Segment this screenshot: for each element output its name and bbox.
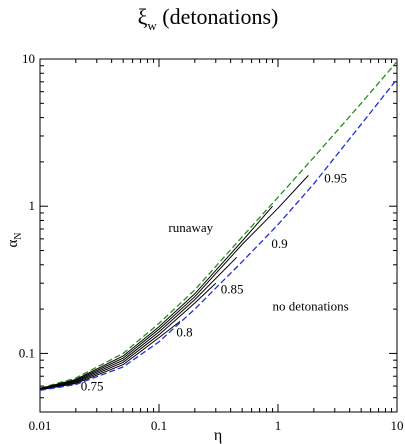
series-line-4 (39, 256, 238, 390)
y-axis-label-main: α (5, 240, 21, 248)
series-line-7 (39, 78, 398, 391)
annotation-4: 0.8 (176, 325, 192, 340)
series-line-3 (39, 175, 309, 390)
x-tick-label: 0.1 (151, 418, 167, 433)
annotation-1: 0.95 (324, 170, 347, 185)
y-axis-label-sub: N (13, 232, 24, 239)
series-line-2 (39, 205, 273, 389)
y-tick-label: 1 (29, 198, 36, 213)
y-tick-label: 0.1 (19, 345, 35, 360)
y-tick-label: 10 (22, 51, 35, 66)
x-axis-label: η (214, 427, 222, 444)
series-line-5 (39, 282, 217, 391)
annotation-5: 0.75 (81, 378, 104, 393)
x-tick-label: 10 (391, 418, 404, 433)
annotation-3: 0.85 (221, 282, 244, 297)
chart-title-sub: w (147, 18, 157, 33)
annotation-6: runaway (168, 220, 213, 235)
y-axis-label: αN (5, 232, 24, 247)
tick-labels: 0.01 0.1 1 10 0.1 1 10 (19, 51, 404, 433)
chart-title: ξw (detonations) (138, 4, 279, 33)
annotations: 0.95 0.9 0.85 0.8 0.75 runaway no detonations (81, 170, 349, 393)
x-tick-label: 1 (275, 418, 282, 433)
chart-title-rest: (detonations) (157, 4, 279, 29)
series-line-1 (39, 61, 398, 389)
series-group (39, 61, 398, 391)
series-line-6 (39, 321, 181, 391)
axis-ticks (39, 59, 397, 413)
plot-frame (39, 58, 398, 413)
annotation-7: no detonations (273, 299, 349, 314)
annotation-2: 0.9 (271, 236, 287, 251)
chart-title-main: ξ (138, 4, 148, 29)
x-tick-label: 0.01 (29, 418, 52, 433)
